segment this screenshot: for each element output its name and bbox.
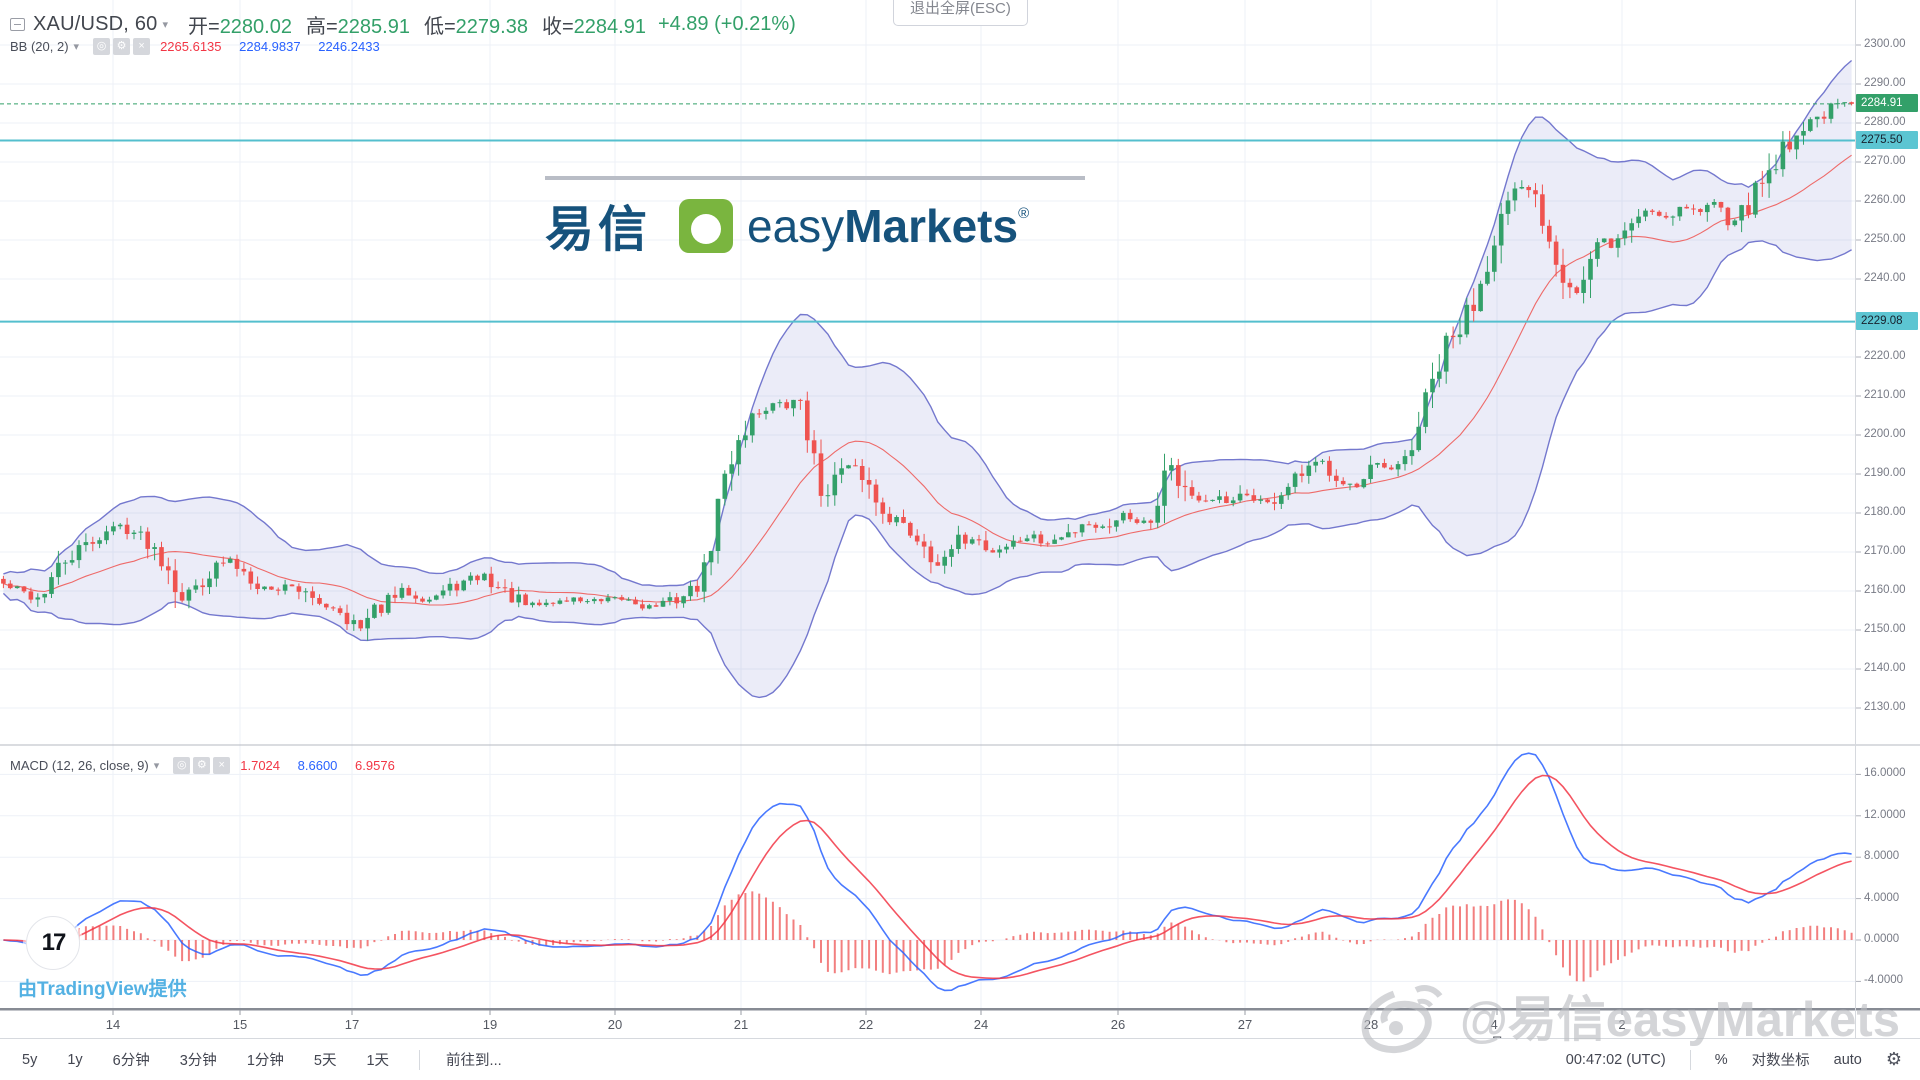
bb-indicator-row: BB (20, 2) ▾ ◎ ⚙ × 2265.6135 2284.9837 2… [10, 38, 394, 55]
level-price-badge: 2275.50 [1856, 130, 1918, 149]
level-price-badge: 2229.08 [1856, 311, 1918, 330]
collapse-icon[interactable] [10, 18, 25, 31]
macd-hist-value: 1.7024 [240, 758, 281, 773]
bb-upper-value: 2284.9837 [239, 39, 301, 54]
bottom-toolbar: 5y 1y 6分钟 3分钟 1分钟 5天 1天 前往到... 00:47:02 (UTC) … [0, 1038, 1920, 1080]
close-icon[interactable]: × [133, 38, 151, 55]
range-button-5y[interactable]: 5y [22, 1051, 38, 1068]
range-buttons: 5y 1y 6分钟 3分钟 1分钟 5天 1天 [22, 1049, 389, 1070]
macd-tick-label: 16.0000 [1864, 767, 1906, 780]
price-tick-label: 2300.00 [1864, 38, 1906, 50]
price-tick-label: 2190.00 [1864, 467, 1906, 479]
macd-indicator-row: MACD (12, 26, close, 9) ▾ ◎ ⚙ × 1.7024 8… [10, 757, 409, 774]
time-tick-label: 2 [1618, 1017, 1626, 1032]
symbol-header: XAU/USD, 60 ▾ 开=2280.02 高=2285.91 低=2279… [10, 10, 796, 39]
brand-watermark: 易信 easyMarkets® [545, 176, 1090, 261]
eye-icon[interactable]: ◎ [93, 38, 111, 55]
price-tick-label: 2150.00 [1864, 623, 1906, 635]
price-tick-label: 2200.00 [1864, 428, 1906, 440]
price-tick-label: 2250.00 [1864, 233, 1906, 245]
price-tick-label: 2170.00 [1864, 545, 1906, 557]
easymarkets-logo-icon [679, 198, 734, 253]
ohlc-close: 收=2284.91 [541, 16, 646, 38]
price-tick-label: 2260.00 [1864, 194, 1906, 206]
brand-markets: Markets [844, 199, 1019, 252]
chart-canvas[interactable] [0, 0, 1920, 1038]
range-button-5天[interactable]: 5天 [313, 1053, 337, 1069]
time-tick-label: 28 [1363, 1017, 1379, 1032]
bb-label[interactable]: BB (20, 2) [10, 39, 69, 54]
price-tick-label: 2280.00 [1864, 116, 1906, 128]
macd-tick-label: 0.0000 [1864, 933, 1900, 945]
brand-easy: easy [747, 199, 845, 252]
chevron-down-icon[interactable]: ▾ [162, 19, 168, 31]
toolbar-separator [419, 1049, 421, 1070]
exit-fullscreen-button[interactable]: 退出全屏(ESC) [893, 0, 1028, 26]
symbol-name[interactable]: XAU/USD, 60 [33, 13, 158, 35]
registered-mark: ® [1018, 204, 1030, 222]
macd-tick-label: 8.0000 [1864, 850, 1900, 863]
percent-scale-button[interactable]: % [1714, 1051, 1728, 1068]
time-tick-label: 17 [344, 1017, 360, 1032]
time-tick-label: 15 [232, 1017, 248, 1032]
price-tick-label: 2240.00 [1864, 272, 1906, 284]
chevron-down-icon[interactable]: ▾ [153, 760, 160, 772]
price-tick-label: 2220.00 [1864, 350, 1906, 362]
macd-signal-value: 6.9576 [355, 758, 395, 773]
tradingview-attribution[interactable]: 17 由TradingView提供 [18, 916, 187, 1001]
bb-lower-value: 2246.2433 [318, 39, 380, 54]
price-tick-label: 2140.00 [1864, 662, 1906, 674]
price-tick-label: 2160.00 [1864, 584, 1906, 596]
macd-tick-label: 12.0000 [1864, 808, 1906, 821]
price-tick-label: 2270.00 [1864, 155, 1906, 167]
price-tick-label: 2130.00 [1864, 701, 1906, 713]
time-tick-label: 24 [973, 1017, 989, 1032]
auto-scale-button[interactable]: auto [1833, 1051, 1862, 1068]
gear-icon[interactable]: ⚙ [113, 38, 131, 55]
brand-chinese-name: 易信 [545, 203, 652, 257]
clock-utc[interactable]: 00:47:02 (UTC) [1565, 1051, 1666, 1068]
macd-line-value: 8.6600 [297, 758, 338, 773]
range-button-1天[interactable]: 1天 [366, 1053, 390, 1069]
bb-basis-value: 2265.6135 [160, 39, 222, 54]
macd-label[interactable]: MACD (12, 26, close, 9) [10, 758, 149, 773]
time-tick-label: 19 [482, 1017, 498, 1032]
price-tick-label: 2180.00 [1864, 506, 1906, 518]
close-icon[interactable]: × [213, 757, 231, 774]
ohlc-low: 低=2279.38 [423, 16, 528, 38]
ohlc-open: 开=2280.02 [188, 16, 292, 38]
price-tick-label: 2210.00 [1864, 389, 1906, 401]
range-button-1分钟[interactable]: 1分钟 [246, 1053, 284, 1069]
brand-topline [545, 176, 1085, 180]
time-tick-label: 20 [607, 1017, 623, 1032]
log-scale-button[interactable]: 对数坐标 [1751, 1053, 1810, 1069]
eye-icon[interactable]: ◎ [173, 757, 191, 774]
range-button-6分钟[interactable]: 6分钟 [112, 1053, 150, 1069]
price-tick-label: 2290.00 [1864, 77, 1906, 89]
macd-tick-label: 4.0000 [1864, 891, 1900, 904]
chevron-down-icon[interactable]: ▾ [73, 41, 80, 53]
ohlc-high: 高=2285.91 [305, 16, 410, 38]
time-tick-label: 26 [1110, 1017, 1126, 1032]
toolbar-separator [1689, 1049, 1691, 1070]
time-tick-label: 22 [858, 1017, 874, 1032]
tradingview-logo-icon[interactable]: 17 [26, 916, 80, 970]
price-change: +4.89 (+0.21%) [657, 13, 796, 35]
macd-tick-label: -4.0000 [1864, 974, 1904, 987]
time-tick-label: 27 [1237, 1017, 1253, 1032]
settings-gear-icon[interactable]: ⚙ [1885, 1049, 1902, 1069]
time-tick-label: 14 [105, 1017, 121, 1032]
time-tick-label: 21 [733, 1017, 749, 1032]
range-button-3分钟[interactable]: 3分钟 [179, 1053, 217, 1069]
gear-icon[interactable]: ⚙ [193, 757, 211, 774]
tradingview-attribution-text[interactable]: 由TradingView提供 [18, 979, 187, 1000]
goto-date-button[interactable]: 前往到... [446, 1053, 502, 1069]
last-price-badge: 2284.91 [1856, 93, 1918, 112]
range-button-1y[interactable]: 1y [67, 1051, 83, 1068]
